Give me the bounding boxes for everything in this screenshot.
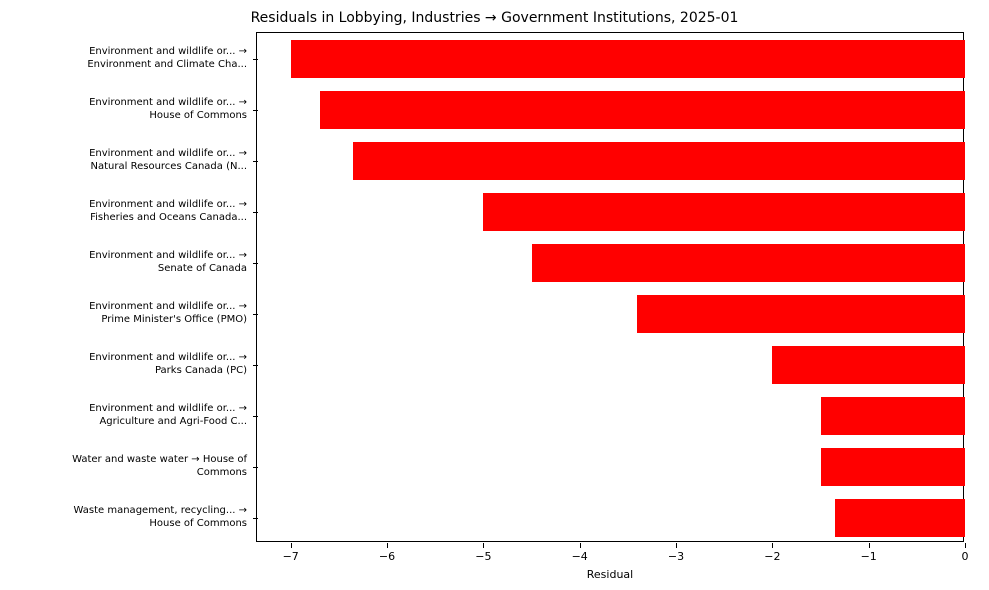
y-tick-line2: Senate of Canada [158,263,247,276]
y-tick-label: Environment and wildlife or... →Senate o… [89,249,257,277]
y-tick-line2: Natural Resources Canada (N... [91,161,247,174]
x-tick-label: −7 [283,550,299,563]
x-tick-mark [483,543,484,548]
y-tick-mark [253,467,258,468]
y-tick-line1: Environment and wildlife or... → [89,97,247,110]
y-tick-label: Environment and wildlife or... →Parks Ca… [89,351,257,379]
y-tick-line1: Environment and wildlife or... → [89,199,247,212]
x-tick-label: −4 [572,550,588,563]
x-tick-label: −5 [475,550,491,563]
plot-area: −7−6−5−4−3−2−10Environment and wildlife … [256,32,964,542]
x-tick-label: −6 [379,550,395,563]
bar [772,346,965,384]
y-tick-line2: Environment and Climate Cha... [87,59,247,72]
chart-container: Residuals in Lobbying, Industries → Gove… [0,0,989,590]
y-tick-line2: Fisheries and Oceans Canada... [90,212,247,225]
x-tick-label: 0 [962,550,969,563]
bar [821,397,965,435]
bar [353,142,965,180]
x-axis-label: Residual [587,568,633,581]
y-tick-label: Environment and wildlife or... →Prime Mi… [89,300,257,328]
y-tick-mark [253,518,258,519]
bar [835,499,965,537]
y-tick-line2: Commons [197,467,247,480]
y-tick-line1: Environment and wildlife or... → [89,250,247,263]
x-tick-mark [387,543,388,548]
y-tick-line2: House of Commons [149,110,247,123]
bar [532,244,965,282]
y-tick-line2: House of Commons [149,518,247,531]
chart-title: Residuals in Lobbying, Industries → Gove… [0,10,989,26]
x-tick-label: −1 [861,550,877,563]
bar [637,295,965,333]
y-tick-line1: Waste management, recycling... → [74,505,247,518]
y-tick-label: Environment and wildlife or... →Natural … [89,147,257,175]
x-tick-mark [869,543,870,548]
y-tick-line1: Environment and wildlife or... → [89,301,247,314]
y-tick-line1: Water and waste water → House of [72,454,247,467]
y-tick-line2: Prime Minister's Office (PMO) [101,314,247,327]
x-tick-mark [291,543,292,548]
y-tick-mark [253,59,258,60]
x-tick-mark [580,543,581,548]
bar [291,40,965,78]
y-tick-label: Environment and wildlife or... →Agricult… [89,402,257,430]
y-tick-label: Environment and wildlife or... →Fisherie… [89,198,257,226]
y-tick-line1: Environment and wildlife or... → [89,403,247,416]
x-tick-label: −2 [764,550,780,563]
y-tick-mark [253,416,258,417]
bar [483,193,965,231]
y-tick-label: Environment and wildlife or... →House of… [89,96,257,124]
y-tick-mark [253,365,258,366]
y-tick-line2: Agriculture and Agri-Food C... [99,416,247,429]
bar [821,448,965,486]
y-tick-mark [253,314,258,315]
y-tick-line1: Environment and wildlife or... → [89,46,247,59]
y-tick-label: Water and waste water → House ofCommons [72,453,257,481]
y-tick-mark [253,161,258,162]
x-tick-mark [676,543,677,548]
y-tick-line2: Parks Canada (PC) [155,365,247,378]
y-tick-line1: Environment and wildlife or... → [89,352,247,365]
y-tick-mark [253,110,258,111]
y-tick-label: Waste management, recycling... →House of… [74,504,257,532]
y-tick-label: Environment and wildlife or... →Environm… [87,45,257,73]
y-tick-line1: Environment and wildlife or... → [89,148,247,161]
x-tick-mark [965,543,966,548]
bar [320,91,965,129]
x-tick-label: −3 [668,550,684,563]
y-tick-mark [253,212,258,213]
y-tick-mark [253,263,258,264]
x-tick-mark [772,543,773,548]
